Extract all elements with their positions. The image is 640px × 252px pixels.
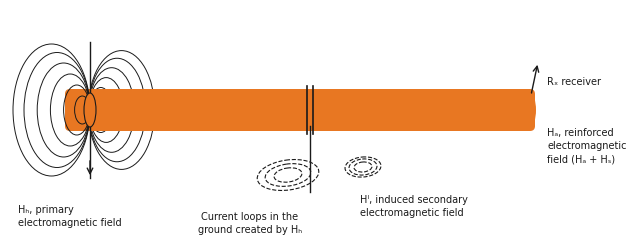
Ellipse shape — [524, 93, 536, 127]
Ellipse shape — [84, 93, 96, 127]
Text: Rₓ receiver: Rₓ receiver — [547, 77, 601, 87]
Text: Current loops in the
ground created by Hₕ: Current loops in the ground created by H… — [198, 212, 302, 235]
Text: Hᴵ, induced secondary
electromagnetic field: Hᴵ, induced secondary electromagnetic fi… — [360, 195, 468, 218]
FancyBboxPatch shape — [65, 89, 535, 131]
Text: Hₕ, primary
electromagnetic field: Hₕ, primary electromagnetic field — [18, 205, 122, 228]
Text: Hₐ, reinforced
electromagnetic
field (Hₐ + Hₛ): Hₐ, reinforced electromagnetic field (Hₐ… — [547, 128, 627, 164]
